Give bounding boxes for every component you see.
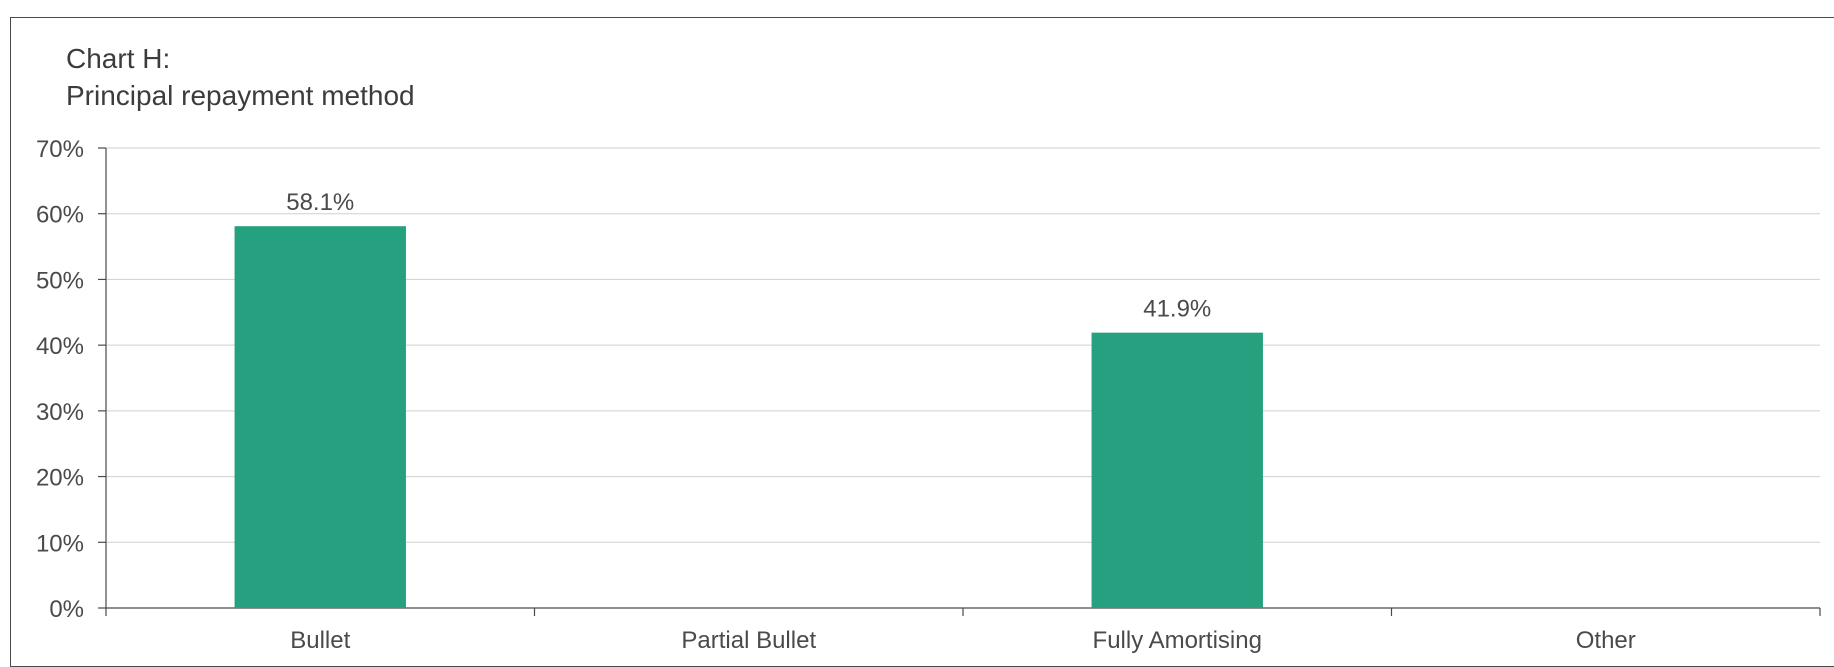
chart-title-line-2: Principal repayment method	[66, 80, 415, 111]
y-tick-label: 20%	[36, 465, 84, 492]
chart-title: Chart H: Principal repayment method	[66, 40, 415, 114]
bar-bullet	[234, 226, 406, 608]
data-label: 58.1%	[286, 189, 354, 216]
x-tick-label: Fully Amortising	[1093, 627, 1262, 654]
y-tick-label: 60%	[36, 202, 84, 229]
y-tick-label: 50%	[36, 267, 84, 294]
data-label: 41.9%	[1143, 296, 1211, 323]
y-tick-label: 30%	[36, 399, 84, 426]
x-tick-label: Bullet	[290, 627, 350, 654]
x-tick-label: Other	[1576, 627, 1636, 654]
y-tick-label: 10%	[36, 530, 84, 557]
chart-title-line-1: Chart H:	[66, 43, 171, 74]
x-tick-label: Partial Bullet	[681, 627, 816, 654]
y-tick-label: 0%	[49, 596, 84, 623]
y-tick-label: 70%	[36, 136, 84, 163]
y-tick-label: 40%	[36, 333, 84, 360]
bar-fully-amortising	[1091, 332, 1263, 608]
